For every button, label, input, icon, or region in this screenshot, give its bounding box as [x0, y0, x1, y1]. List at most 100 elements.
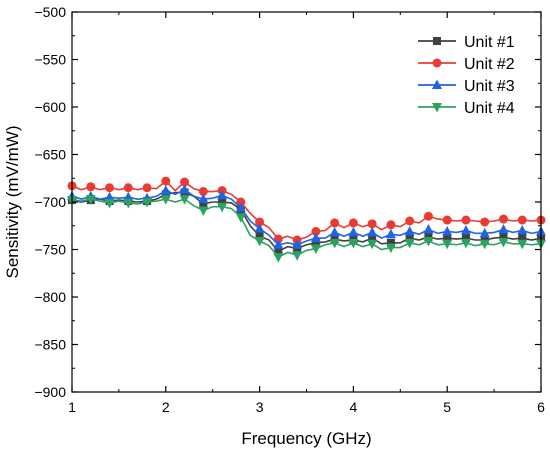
y-tick-label: −500 [34, 4, 66, 20]
data-point [518, 234, 527, 243]
data-point [442, 239, 453, 250]
y-tick-label: −800 [34, 289, 66, 305]
data-point [423, 236, 434, 247]
data-point [104, 198, 115, 209]
data-point [217, 202, 228, 213]
data-point [199, 199, 208, 208]
data-point [85, 195, 96, 205]
data-point [329, 238, 340, 249]
data-point [404, 238, 415, 249]
data-point [367, 219, 377, 229]
data-point [123, 198, 134, 209]
legend-item: Unit #2 [418, 56, 515, 73]
data-point [461, 234, 470, 243]
data-point [311, 226, 321, 236]
y-tick-label: −850 [34, 337, 66, 353]
x-tick-label: 6 [537, 399, 545, 415]
data-point [274, 247, 283, 256]
x-tick-label: 2 [162, 399, 170, 415]
data-point [160, 195, 171, 205]
axes-layer: 1 2 3 4 5 6 −900 −850 −800 −750 −700 −650 −600 −550 −5… [34, 4, 545, 415]
data-point [385, 243, 396, 254]
data-point [348, 226, 359, 237]
data-point [254, 236, 265, 247]
data-point [123, 191, 134, 202]
data-point [405, 234, 414, 243]
data-point [180, 177, 190, 187]
data-point [499, 233, 508, 242]
data-point [479, 227, 490, 238]
data-point [179, 184, 190, 194]
data-point [460, 238, 471, 249]
y-tick-label: −900 [34, 384, 66, 400]
data-point [348, 218, 358, 228]
data-point [105, 183, 115, 193]
data-point [517, 215, 527, 225]
data-point [517, 239, 528, 250]
data-point [235, 202, 246, 212]
x-tick-label: 5 [443, 399, 451, 415]
data-point [179, 195, 190, 205]
data-point [498, 224, 509, 234]
data-point [330, 218, 340, 228]
data-point [386, 220, 396, 230]
legend: Unit #1 Unit #2 Unit #3 Unit #4 [418, 34, 515, 117]
legend-item: Unit #3 [418, 78, 515, 95]
legend-marker [432, 58, 442, 68]
y-axis-label: Sensitivity (mV/mW) [3, 126, 22, 279]
data-point [461, 215, 471, 225]
plot-series-layer [67, 176, 546, 263]
y-tick-label: −650 [34, 147, 66, 163]
data-point [385, 228, 396, 239]
data-point [368, 234, 377, 243]
data-point [255, 232, 264, 241]
y-tick-label: −550 [34, 52, 66, 68]
legend-item: Unit #4 [418, 100, 515, 117]
data-point [404, 225, 415, 236]
data-point [292, 239, 303, 249]
data-point [123, 183, 133, 193]
y-tick-label: −700 [34, 194, 66, 210]
data-point [423, 211, 433, 221]
data-point [160, 185, 171, 195]
x-axis-label: Frequency (GHz) [241, 429, 371, 448]
legend-label: Unit #4 [464, 100, 515, 117]
data-point [498, 237, 509, 248]
data-point [254, 223, 265, 233]
data-point [405, 216, 415, 226]
data-point [442, 225, 453, 236]
data-point [460, 225, 471, 235]
data-point [198, 193, 209, 204]
data-point [367, 239, 378, 250]
legend-marker [433, 37, 441, 45]
data-point [86, 182, 96, 192]
legend-marker [432, 79, 442, 89]
data-point [236, 197, 246, 207]
data-point [423, 224, 434, 234]
data-point [311, 238, 320, 247]
data-point [104, 191, 115, 202]
series-line [71, 191, 542, 253]
series-4 [67, 195, 546, 263]
data-point [329, 226, 340, 237]
series-2 [67, 176, 546, 245]
data-point [517, 225, 528, 235]
data-point [498, 214, 508, 224]
data-point [142, 198, 153, 208]
legend-label: Unit #1 [464, 34, 515, 51]
data-point [386, 238, 395, 247]
series-line [71, 198, 542, 259]
data-point [479, 239, 490, 250]
data-point [480, 217, 490, 227]
data-point [310, 232, 321, 243]
data-point [273, 234, 283, 244]
y-tick-label: −600 [34, 99, 66, 115]
y-tick-label: −750 [34, 242, 66, 258]
legend-label: Unit #2 [464, 56, 515, 73]
data-point [235, 213, 246, 223]
legend-label: Unit #3 [464, 78, 515, 95]
data-point [367, 226, 378, 237]
data-point [292, 251, 303, 261]
